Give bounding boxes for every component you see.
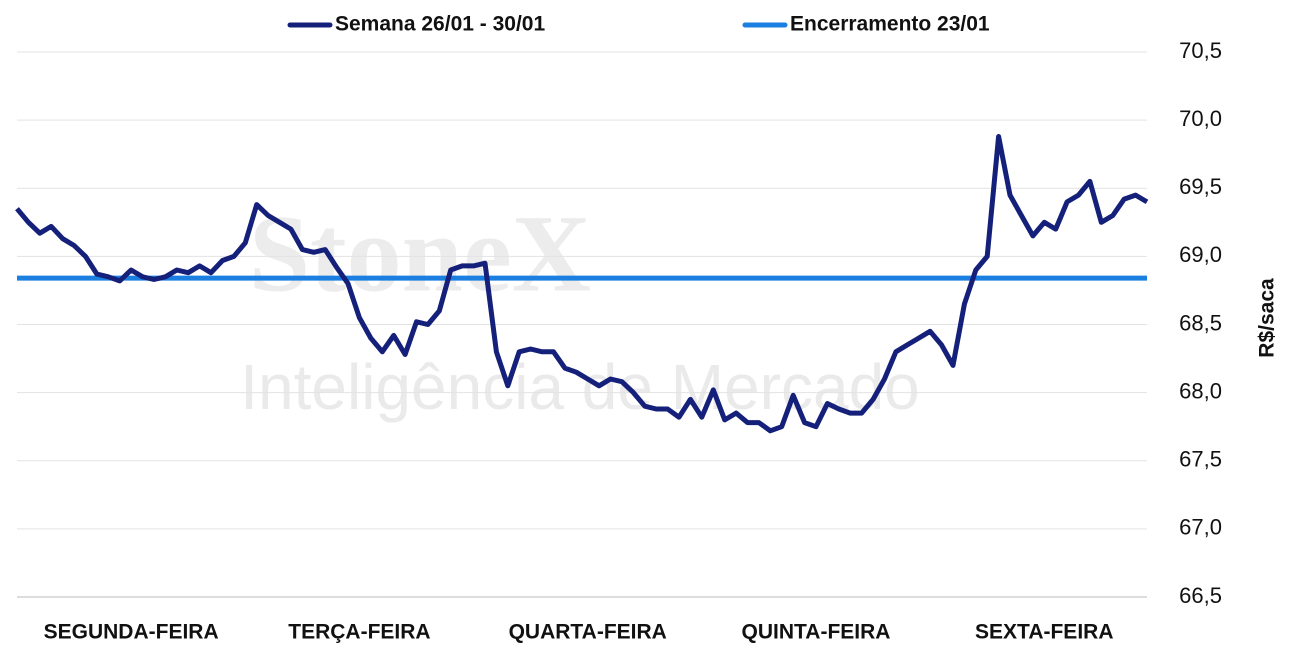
watermark-brand: StoneX <box>249 192 591 314</box>
y-tick-label: 70,0 <box>1179 106 1222 131</box>
x-tick-label: SEGUNDA-FEIRA <box>44 621 219 644</box>
y-axis-label: R$/saca <box>1256 278 1279 358</box>
y-tick-label: 69,0 <box>1179 242 1222 267</box>
y-tick-label: 68,5 <box>1179 310 1222 335</box>
x-tick-label: TERÇA-FEIRA <box>288 621 430 644</box>
x-tick-label: QUINTA-FEIRA <box>742 621 891 644</box>
y-tick-label: 68,0 <box>1179 378 1222 403</box>
x-tick-label: QUARTA-FEIRA <box>509 621 667 644</box>
y-tick-label: 67,5 <box>1179 447 1222 472</box>
y-tick-label: 69,5 <box>1179 174 1222 199</box>
legend-label: Encerramento 23/01 <box>790 13 990 36</box>
x-tick-label: SEXTA-FEIRA <box>975 621 1113 644</box>
y-tick-label: 66,5 <box>1179 583 1222 608</box>
y-tick-label: 70,5 <box>1179 38 1222 63</box>
data-line <box>15 134 1149 434</box>
watermark-tagline: Inteligência de Mercado <box>240 351 920 423</box>
y-tick-label: 67,0 <box>1179 515 1222 540</box>
legend-label: Semana 26/01 - 30/01 <box>335 13 545 36</box>
